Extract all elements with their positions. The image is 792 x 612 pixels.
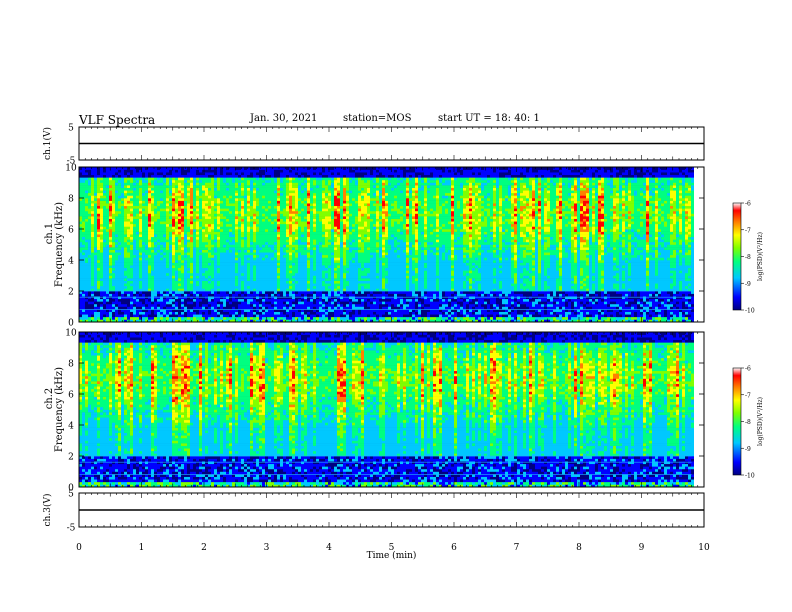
x-tick-label: 10 (698, 543, 710, 553)
y-tick-label: 5 (68, 124, 74, 134)
colorbar (733, 203, 741, 310)
colorbar-tick-label: -8 (745, 419, 751, 426)
x-tick-label: 3 (264, 543, 270, 553)
y-tick-label: 10 (65, 329, 77, 339)
y-axis-label: Frequency (kHz) (54, 202, 65, 287)
colorbar-tick-label: -9 (745, 446, 751, 453)
spectrogram-cells (79, 167, 694, 322)
colorbar-tick-label: -9 (745, 281, 751, 288)
colorbar-tick-label: -8 (745, 254, 751, 261)
colorbar (733, 368, 741, 475)
colorbar-label: log(PSD)(V²/Hz) (757, 232, 764, 281)
x-tick-label: 9 (639, 543, 645, 553)
x-tick-label: 1 (139, 543, 145, 553)
y-tick-label: 0 (68, 319, 74, 329)
colorbar-tick-label: -7 (745, 392, 751, 399)
colorbar-tick-label: -10 (745, 473, 755, 480)
y-axis-label: ch.3(V) (42, 494, 53, 527)
y-tick-label: 8 (68, 195, 74, 205)
x-tick-label: 4 (326, 543, 332, 553)
y-tick-label: 6 (68, 391, 74, 401)
y-tick-label: 6 (68, 226, 74, 236)
x-tick-label: 2 (201, 543, 207, 553)
x-tick-label: 0 (76, 543, 82, 553)
x-tick-label: 8 (576, 543, 582, 553)
y-tick-label: 4 (68, 422, 74, 432)
y-tick-label: 8 (68, 360, 74, 370)
y-tick-label: 2 (68, 288, 74, 298)
colorbar-tick-label: -7 (745, 227, 751, 234)
colorbar-tick-label: -10 (745, 308, 755, 315)
colorbar-tick-label: -6 (745, 366, 751, 373)
colorbar-tick-label: -6 (745, 201, 751, 208)
y-tick-label: 2 (68, 453, 74, 463)
y-axis-label: Frequency (kHz) (54, 367, 65, 452)
y-tick-label: 5 (68, 490, 74, 500)
y-tick-label: 10 (65, 164, 77, 174)
y-tick-label: -5 (67, 524, 76, 534)
spectrogram-cells (79, 332, 694, 487)
colorbar-label: log(PSD)(V²/Hz) (757, 397, 764, 446)
vlf-spectra-figure: ch.1(V) 5-5-6-7-8-9-10log(PSD)(V²/Hz)ch.1… (0, 0, 792, 612)
x-tick-label: 7 (514, 543, 520, 553)
x-axis-label: Time (min) (367, 550, 417, 561)
y-tick-label: 4 (68, 257, 74, 267)
x-tick-label: 6 (451, 543, 457, 553)
y-axis-label: ch.1(V) (42, 127, 53, 160)
